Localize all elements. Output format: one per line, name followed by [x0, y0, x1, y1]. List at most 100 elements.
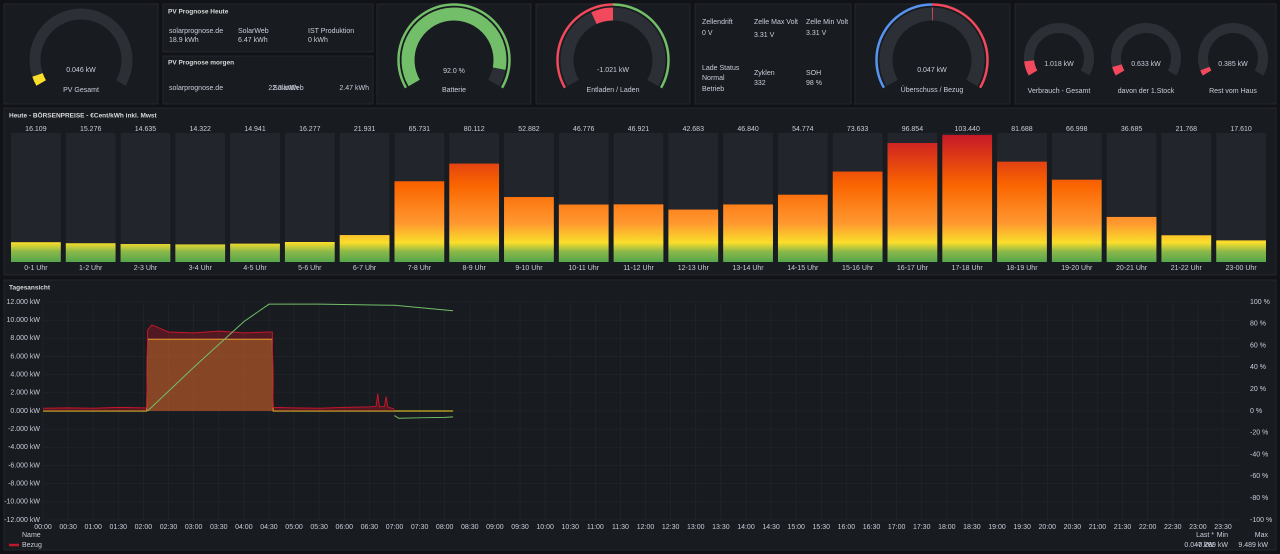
bar-value-label: 14.322 — [190, 126, 212, 133]
x-tick-label: 17:00 — [888, 524, 906, 531]
stat-value: 0 kWh — [308, 37, 328, 44]
stat-value: Betrieb — [702, 86, 724, 93]
bar-value-label: 96.854 — [902, 126, 924, 133]
bar-value-label: 16.109 — [25, 126, 47, 133]
x-tick-label: 06:00 — [336, 524, 354, 531]
series-line — [42, 324, 395, 410]
stat-value: 6.47 kWh — [238, 37, 268, 44]
x-tick-label: 16-17 Uhr — [897, 265, 929, 272]
stat-number: 0 — [702, 30, 706, 37]
stat-unit: kWh — [355, 85, 369, 92]
stat-unit: V — [770, 32, 775, 39]
stat-value: 98% — [806, 80, 822, 87]
stat-value: 22.3 kWh — [268, 85, 298, 92]
x-tick-label: 07:30 — [411, 524, 429, 531]
stat-number: 3.31 — [754, 32, 768, 39]
bar-background — [11, 133, 61, 262]
gauge-track — [29, 8, 133, 86]
gauge-track — [1024, 23, 1094, 76]
x-tick-label: 21:00 — [1089, 524, 1107, 531]
stat-label: solarprognose.de — [169, 28, 223, 35]
x-tick-label: 19:30 — [1013, 524, 1031, 531]
panel — [3, 279, 1277, 551]
stat-number: 22.3 — [268, 85, 282, 92]
gauge-value-label: -1.021 kW — [597, 67, 629, 74]
stat-label: Zelle Max Volt — [754, 19, 798, 26]
legend-header: Max — [1255, 532, 1269, 539]
bar-value-label: 14.941 — [244, 126, 266, 133]
gauge-label: PV Gesamt — [63, 87, 99, 94]
gauge-band — [931, 3, 989, 89]
bar-background — [284, 133, 335, 262]
gauge-value-label: 0.385 kW — [1218, 61, 1248, 68]
y-tick-label: -2.000 kW — [8, 426, 40, 433]
x-tick-label: 12-13 Uhr — [678, 265, 710, 272]
x-tick-label: 21:30 — [1114, 524, 1132, 531]
bar-value-label: 36.685 — [1121, 126, 1143, 133]
bar — [997, 161, 1047, 262]
x-tick-label: 16:00 — [838, 524, 856, 531]
bar-value-label: 46.840 — [737, 126, 759, 133]
stat-label: Zyklen — [754, 70, 775, 77]
stat-label: solarprognose.de — [169, 85, 223, 92]
x-tick-label: 21-22 Uhr — [1171, 265, 1203, 272]
series-area — [43, 339, 454, 411]
stat-label: SOH — [806, 70, 821, 77]
x-tick-label: 15:30 — [813, 524, 831, 531]
gauge-value — [1200, 66, 1212, 76]
bar — [1051, 179, 1102, 262]
x-tick-label: 11:30 — [612, 524, 629, 531]
x-tick-label: 10:30 — [561, 524, 579, 531]
stat-unit: kWh — [284, 85, 298, 92]
stat-number: 0 — [308, 37, 312, 44]
stat-unit: kWh — [314, 37, 328, 44]
x-tick-label: 10:00 — [536, 524, 554, 531]
x-tick-label: 08:00 — [436, 524, 454, 531]
x-tick-label: 20:00 — [1038, 524, 1056, 531]
gauge-label: davon der 1.Stock — [1118, 88, 1175, 95]
legend-header: Min — [1217, 532, 1228, 539]
gauge-value-label: 1.018 kW — [1044, 61, 1074, 68]
x-tick-label: 10-11 Uhr — [568, 265, 599, 272]
x-tick-label: 4-5 Uhr — [243, 265, 267, 272]
stat-value: Normal — [702, 75, 725, 82]
x-tick-label: 5-6 Uhr — [298, 265, 322, 272]
y-tick-label: -10.000 kW — [4, 499, 40, 506]
x-tick-label: 15:00 — [787, 524, 805, 531]
x-tick-label: 14:30 — [762, 524, 780, 531]
bar — [394, 181, 445, 262]
x-tick-label: 8-9 Uhr — [462, 265, 486, 272]
gauge-value-label: 0.047 kW — [917, 67, 947, 74]
x-tick-label: 02:00 — [135, 524, 153, 531]
bar — [777, 194, 828, 262]
y2-tick-label: -40 % — [1250, 451, 1268, 458]
x-tick-label: 13:30 — [712, 524, 730, 531]
panel-title: Tagesansicht — [9, 285, 51, 292]
bar-value-label: 21.931 — [354, 126, 376, 133]
panel — [694, 3, 852, 105]
bar — [504, 197, 554, 262]
y-tick-label: 2.000 kW — [10, 390, 40, 397]
series-line — [147, 303, 454, 412]
x-tick-label: 13:00 — [687, 524, 705, 531]
stat-unit: kWh — [185, 37, 199, 44]
series-line — [43, 338, 454, 412]
panel — [1014, 3, 1277, 105]
x-tick-label: 11-12 Uhr — [623, 265, 654, 272]
x-tick-label: 18-19 Uhr — [1006, 265, 1038, 272]
gauge-label: Entladen / Laden — [587, 87, 640, 94]
bar — [120, 244, 171, 262]
y2-tick-label: 20 % — [1250, 386, 1266, 393]
gauge-band — [875, 3, 933, 89]
x-tick-label: 20:30 — [1064, 524, 1082, 531]
bar — [284, 242, 335, 262]
stat-label: Zelle Min Volt — [806, 19, 848, 26]
x-tick-label: 09:30 — [511, 524, 529, 531]
x-tick-label: 00:30 — [59, 524, 77, 531]
stat-label: Lade Status — [702, 65, 740, 72]
bar-value-label: 66.998 — [1066, 126, 1088, 133]
y-tick-label: 4.000 kW — [10, 372, 40, 379]
x-tick-label: 22:30 — [1164, 524, 1182, 531]
x-tick-label: 02:30 — [160, 524, 178, 531]
bar-value-label: 15.276 — [80, 126, 102, 133]
